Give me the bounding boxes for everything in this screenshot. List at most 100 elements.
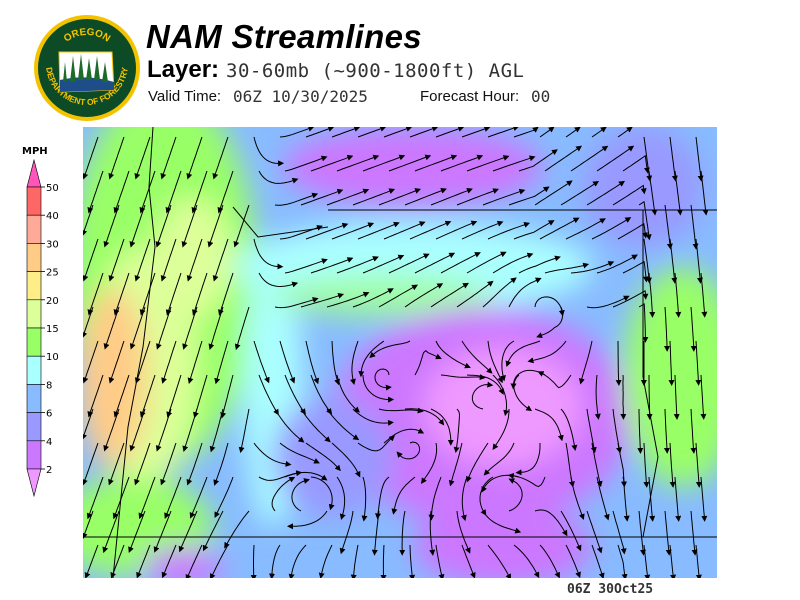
streamline [537, 371, 572, 389]
streamline [284, 258, 328, 274]
streamline [383, 428, 425, 444]
streamline [456, 510, 471, 554]
streamline [153, 510, 172, 553]
streamline [326, 188, 370, 206]
streamline [643, 442, 650, 488]
legend-tick-label: 4 [46, 437, 52, 448]
streamline [212, 136, 229, 180]
streamline [638, 200, 652, 241]
streamline [253, 238, 284, 270]
streamline [586, 510, 603, 554]
streamline [331, 340, 340, 386]
streamline [139, 272, 156, 316]
streamline [83, 204, 94, 237]
streamline [166, 374, 182, 418]
streamline [695, 544, 702, 578]
streamline [578, 340, 593, 385]
streamline [160, 136, 177, 180]
streamline [700, 272, 708, 318]
streamline [622, 476, 630, 522]
legend-arrow-low [26, 468, 42, 498]
streamline [358, 340, 385, 378]
streamline [362, 254, 405, 274]
streamline [380, 544, 387, 578]
streamline [217, 170, 234, 214]
legend-band [26, 214, 42, 244]
streamline [612, 289, 649, 308]
streamline [108, 238, 125, 282]
streamline [383, 221, 426, 240]
streamline [209, 544, 229, 578]
streamline [646, 375, 653, 420]
streamline [453, 408, 461, 454]
streamline [300, 188, 344, 206]
streamline [310, 154, 354, 172]
streamline [482, 510, 522, 534]
streamline [134, 442, 151, 486]
streamline [87, 374, 104, 418]
streamline [336, 476, 346, 520]
streamline [565, 127, 581, 138]
streamline [191, 170, 208, 214]
streamline [461, 340, 493, 374]
streamline [456, 280, 494, 308]
streamline [435, 340, 471, 369]
streamline [129, 204, 146, 248]
streamline [129, 306, 146, 350]
streamline [492, 155, 536, 172]
streamline [161, 544, 177, 578]
streamline [534, 296, 565, 317]
streamline [539, 127, 555, 138]
legend-tick-label: 20 [46, 296, 59, 307]
streamline [664, 204, 673, 250]
streamline [487, 544, 511, 578]
streamline [409, 220, 452, 240]
streamline [214, 476, 234, 519]
streamline [690, 510, 698, 556]
streamline [669, 544, 677, 578]
streamline [113, 272, 130, 316]
model-run-stamp: 06Z 30Oct25 [567, 582, 654, 597]
streamline [638, 510, 646, 556]
streamline [565, 544, 581, 578]
streamline [560, 180, 600, 206]
streamline [539, 217, 580, 240]
streamline [83, 340, 99, 384]
streamline [560, 408, 578, 452]
legend-band [26, 299, 42, 329]
streamline [212, 238, 229, 282]
streamline [253, 340, 270, 384]
streamline [396, 441, 421, 460]
streamline [336, 256, 379, 274]
streamline [695, 238, 703, 284]
legend-tick-label: 2 [46, 465, 52, 476]
streamline [536, 306, 564, 339]
streamline [193, 374, 208, 419]
streamline [700, 374, 707, 420]
streamline [430, 408, 454, 446]
layer-label: Layer: [147, 56, 220, 83]
streamline [673, 374, 680, 420]
streamline [134, 340, 151, 384]
legend-band [26, 412, 42, 442]
streamline [690, 306, 697, 352]
streamline [102, 510, 120, 554]
streamline [279, 225, 323, 240]
streamline [471, 381, 494, 410]
streamline [404, 283, 444, 308]
streamline [362, 154, 406, 172]
streamline [615, 341, 622, 386]
streamline [570, 261, 615, 274]
streamline [336, 154, 380, 172]
streamline [186, 136, 203, 180]
streamline [186, 442, 203, 486]
streamline [352, 408, 394, 426]
streamline [508, 478, 523, 512]
streamline [269, 544, 281, 578]
streamline [643, 544, 651, 578]
streamline [371, 510, 380, 556]
streamline [388, 253, 430, 274]
streamline [544, 262, 590, 274]
streamline [378, 407, 424, 414]
streamline [213, 442, 229, 486]
